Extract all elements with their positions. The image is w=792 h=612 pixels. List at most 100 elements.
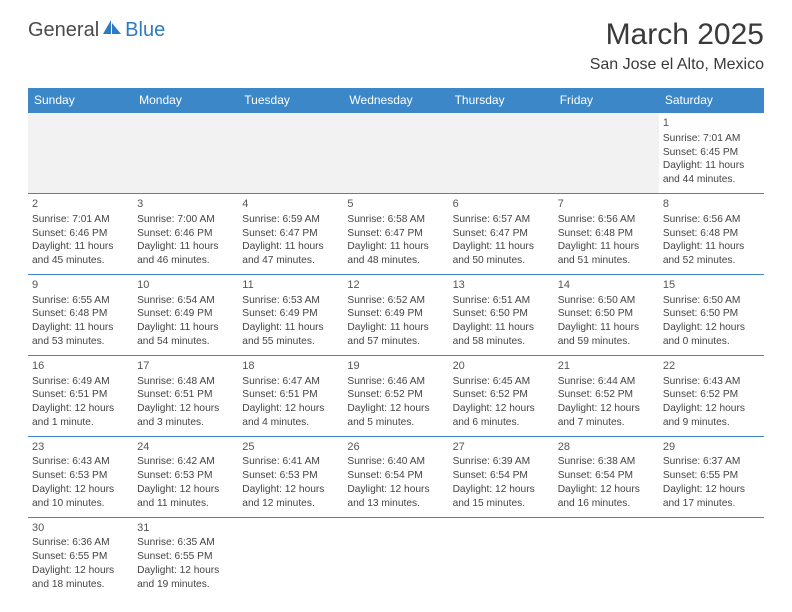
daylight-text: Daylight: 11 hours and 58 minutes. [453, 321, 550, 349]
calendar-cell: 22Sunrise: 6:43 AMSunset: 6:52 PMDayligh… [659, 355, 764, 436]
calendar-cell: 1Sunrise: 7:01 AMSunset: 6:45 PMDaylight… [659, 113, 764, 194]
calendar-cell: 25Sunrise: 6:41 AMSunset: 6:53 PMDayligh… [238, 436, 343, 517]
daylight-text: Daylight: 11 hours and 54 minutes. [137, 321, 234, 349]
daylight-text: Daylight: 12 hours and 10 minutes. [32, 483, 129, 511]
day-number: 16 [32, 359, 129, 374]
calendar-cell: 31Sunrise: 6:35 AMSunset: 6:55 PMDayligh… [133, 517, 238, 597]
sunset-text: Sunset: 6:52 PM [663, 388, 760, 402]
sunset-text: Sunset: 6:50 PM [453, 307, 550, 321]
daylight-text: Daylight: 11 hours and 46 minutes. [137, 240, 234, 268]
sunrise-text: Sunrise: 6:56 AM [558, 213, 655, 227]
sunset-text: Sunset: 6:55 PM [137, 550, 234, 564]
sunset-text: Sunset: 6:48 PM [32, 307, 129, 321]
daylight-text: Daylight: 11 hours and 57 minutes. [347, 321, 444, 349]
calendar-cell: 14Sunrise: 6:50 AMSunset: 6:50 PMDayligh… [554, 274, 659, 355]
logo: General Blue [28, 18, 165, 42]
sunrise-text: Sunrise: 6:57 AM [453, 213, 550, 227]
sunrise-text: Sunrise: 6:41 AM [242, 455, 339, 469]
header: General Blue March 2025 San Jose el Alto… [28, 18, 764, 74]
calendar-cell: 20Sunrise: 6:45 AMSunset: 6:52 PMDayligh… [449, 355, 554, 436]
day-number: 1 [663, 116, 760, 131]
daylight-text: Daylight: 11 hours and 47 minutes. [242, 240, 339, 268]
month-title: March 2025 [590, 18, 764, 52]
daylight-text: Daylight: 12 hours and 7 minutes. [558, 402, 655, 430]
sunrise-text: Sunrise: 7:01 AM [663, 132, 760, 146]
day-number: 11 [242, 278, 339, 293]
sunset-text: Sunset: 6:53 PM [242, 469, 339, 483]
title-block: March 2025 San Jose el Alto, Mexico [590, 18, 764, 74]
sunrise-text: Sunrise: 6:37 AM [663, 455, 760, 469]
daylight-text: Daylight: 11 hours and 55 minutes. [242, 321, 339, 349]
dayname: Wednesday [343, 88, 448, 113]
calendar-cell: 30Sunrise: 6:36 AMSunset: 6:55 PMDayligh… [28, 517, 133, 597]
calendar-cell: 17Sunrise: 6:48 AMSunset: 6:51 PMDayligh… [133, 355, 238, 436]
calendar-row: 1Sunrise: 7:01 AMSunset: 6:45 PMDaylight… [28, 113, 764, 194]
sunrise-text: Sunrise: 6:38 AM [558, 455, 655, 469]
sunrise-text: Sunrise: 6:42 AM [137, 455, 234, 469]
calendar-cell: 19Sunrise: 6:46 AMSunset: 6:52 PMDayligh… [343, 355, 448, 436]
daylight-text: Daylight: 11 hours and 44 minutes. [663, 159, 760, 187]
sunrise-text: Sunrise: 6:49 AM [32, 375, 129, 389]
daylight-text: Daylight: 12 hours and 1 minute. [32, 402, 129, 430]
sunrise-text: Sunrise: 6:46 AM [347, 375, 444, 389]
sunset-text: Sunset: 6:49 PM [137, 307, 234, 321]
sunset-text: Sunset: 6:48 PM [558, 227, 655, 241]
sunset-text: Sunset: 6:55 PM [663, 469, 760, 483]
day-number: 3 [137, 197, 234, 212]
calendar-cell [554, 517, 659, 597]
sunset-text: Sunset: 6:52 PM [453, 388, 550, 402]
sunset-text: Sunset: 6:50 PM [558, 307, 655, 321]
sunrise-text: Sunrise: 6:50 AM [663, 294, 760, 308]
sunset-text: Sunset: 6:54 PM [453, 469, 550, 483]
day-number: 17 [137, 359, 234, 374]
day-number: 13 [453, 278, 550, 293]
sunrise-text: Sunrise: 6:47 AM [242, 375, 339, 389]
sunset-text: Sunset: 6:46 PM [137, 227, 234, 241]
calendar-cell: 13Sunrise: 6:51 AMSunset: 6:50 PMDayligh… [449, 274, 554, 355]
sunrise-text: Sunrise: 6:35 AM [137, 536, 234, 550]
calendar-cell: 4Sunrise: 6:59 AMSunset: 6:47 PMDaylight… [238, 193, 343, 274]
sunset-text: Sunset: 6:50 PM [663, 307, 760, 321]
dayname: Sunday [28, 88, 133, 113]
sunset-text: Sunset: 6:47 PM [453, 227, 550, 241]
calendar-cell [238, 113, 343, 194]
dayname-row: Sunday Monday Tuesday Wednesday Thursday… [28, 88, 764, 113]
calendar-cell: 28Sunrise: 6:38 AMSunset: 6:54 PMDayligh… [554, 436, 659, 517]
sunset-text: Sunset: 6:53 PM [32, 469, 129, 483]
sunrise-text: Sunrise: 7:01 AM [32, 213, 129, 227]
daylight-text: Daylight: 12 hours and 4 minutes. [242, 402, 339, 430]
day-number: 23 [32, 440, 129, 455]
day-number: 7 [558, 197, 655, 212]
calendar-cell: 10Sunrise: 6:54 AMSunset: 6:49 PMDayligh… [133, 274, 238, 355]
day-number: 4 [242, 197, 339, 212]
calendar-cell: 26Sunrise: 6:40 AMSunset: 6:54 PMDayligh… [343, 436, 448, 517]
sail-icon [101, 18, 123, 42]
location: San Jose el Alto, Mexico [590, 56, 764, 74]
calendar-cell: 15Sunrise: 6:50 AMSunset: 6:50 PMDayligh… [659, 274, 764, 355]
day-number: 29 [663, 440, 760, 455]
calendar-cell [449, 517, 554, 597]
calendar-cell: 12Sunrise: 6:52 AMSunset: 6:49 PMDayligh… [343, 274, 448, 355]
calendar-row: 16Sunrise: 6:49 AM Sunset: 6:51 PM Dayligh… [28, 355, 764, 436]
day-number: 6 [453, 197, 550, 212]
daylight-text: Daylight: 11 hours and 53 minutes. [32, 321, 129, 349]
day-number: 12 [347, 278, 444, 293]
dayname: Thursday [449, 88, 554, 113]
sunrise-text: Sunrise: 6:59 AM [242, 213, 339, 227]
sunrise-text: Sunrise: 6:52 AM [347, 294, 444, 308]
sunset-text: Sunset: 6:51 PM [137, 388, 234, 402]
sunrise-text: Sunrise: 6:50 AM [558, 294, 655, 308]
sunrise-text: Sunrise: 6:53 AM [242, 294, 339, 308]
calendar-row: 2Sunrise: 7:01 AMSunset: 6:46 PMDaylight… [28, 193, 764, 274]
calendar-cell: 27Sunrise: 6:39 AMSunset: 6:54 PMDayligh… [449, 436, 554, 517]
sunset-text: Sunset: 6:48 PM [663, 227, 760, 241]
calendar-cell: 24Sunrise: 6:42 AMSunset: 6:53 PMDayligh… [133, 436, 238, 517]
day-number: 31 [137, 521, 234, 536]
day-number: 19 [347, 359, 444, 374]
sunrise-text: Sunrise: 6:48 AM [137, 375, 234, 389]
day-number: 24 [137, 440, 234, 455]
daylight-text: Daylight: 12 hours and 19 minutes. [137, 564, 234, 592]
sunset-text: Sunset: 6:47 PM [347, 227, 444, 241]
sunrise-text: Sunrise: 6:44 AM [558, 375, 655, 389]
daylight-text: Daylight: 12 hours and 12 minutes. [242, 483, 339, 511]
